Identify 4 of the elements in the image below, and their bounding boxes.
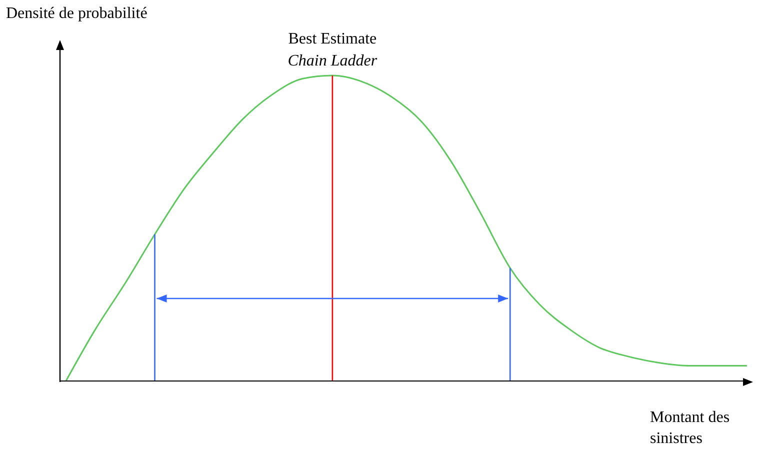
x-axis-title: Montant des sinistres bbox=[650, 408, 731, 449]
y-axis-title: Densité de probabilité bbox=[6, 5, 148, 23]
text: Best Estimate bbox=[288, 30, 377, 48]
text: Chain Ladder bbox=[288, 52, 378, 70]
